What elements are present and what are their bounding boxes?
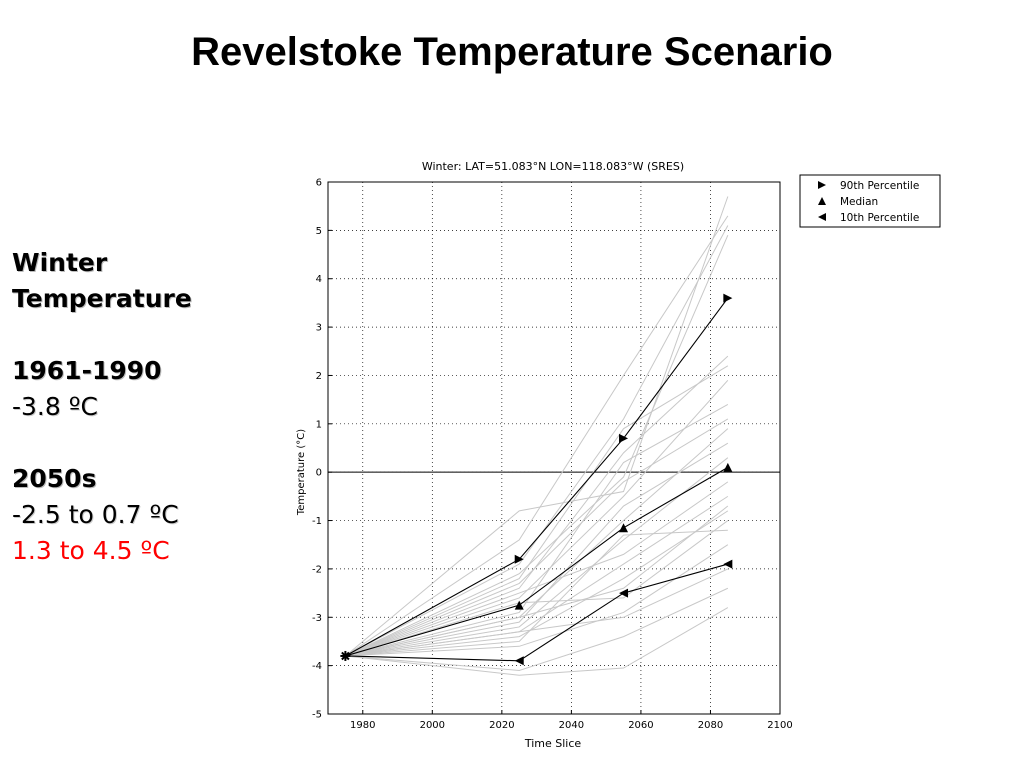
y-tick-label: 6 [316,178,322,189]
summary-panel: Winter Temperature 1961-1990 -3.8 ºC 205… [12,245,272,569]
y-tick-label: -2 [312,564,322,575]
scenario-line [345,379,729,657]
scenario-line [345,607,729,676]
scenario-line [345,196,729,657]
baseline-point [341,651,350,661]
scenario-line [345,215,729,657]
baseline-period: 1961-1990 [12,356,162,385]
legend-label: Median [840,196,878,208]
scenario-line [345,404,729,657]
y-tick-label: -5 [312,710,322,721]
y-tick-label: 5 [316,226,322,237]
y-tick-label: 1 [316,419,322,430]
scenario-line [345,457,729,657]
x-tick-label: 2060 [628,720,653,731]
spacer [12,425,272,461]
plot-area: 1980 2000 2020 2040 2060 2080 2100 -5 -4 -3 -2 -1 0 1… [312,178,793,732]
future-range-median: -2.5 to 0.7 ºC [12,500,179,529]
spacer [12,317,272,353]
scenario-line [345,520,729,657]
y-tick-label: -3 [312,613,322,624]
x-tick-label: 2040 [559,720,584,731]
series-line [345,297,729,657]
plot-frame [327,181,781,715]
x-tick-label: 2080 [698,720,723,731]
series-point [514,554,524,564]
x-tick-label: 1980 [350,720,375,731]
scenario-line [345,365,729,657]
temperature-chart: Winter: LAT=51.083°N LON=118.083°W (SRES… [296,160,941,750]
series-point [619,588,629,598]
series-point [514,656,524,666]
scenario-line [345,235,729,657]
x-axis-label: Time Slice [524,737,582,750]
legend: 90th Percentile Median 10th Percentile [799,174,941,228]
series-line [345,466,729,657]
scenario-line [345,481,729,657]
scenario-line [345,355,729,657]
series-point [514,600,524,610]
y-tick-label: 3 [316,323,322,334]
y-tick-label: 2 [316,371,322,382]
series-point [619,433,629,443]
baseline-value: -3.8 ºC [12,392,98,421]
legend-marker [818,213,826,221]
legend-marker [818,181,826,189]
future-range-upper: 1.3 to 4.5 ºC [12,536,170,565]
scenario-line [345,529,728,657]
series-point [723,462,733,472]
x-tick-label: 2100 [767,720,792,731]
summary-heading-line2: Temperature [12,284,192,313]
scenario-line [345,505,729,657]
series-point [619,523,629,533]
scenario-line [345,510,729,657]
y-tick-label: -4 [312,661,322,672]
slide-title: Revelstoke Temperature Scenario [191,30,833,74]
y-tick-label: 0 [316,468,322,479]
y-tick-label: -1 [312,516,322,527]
scenario-line [345,418,729,657]
legend-label: 10th Percentile [840,212,919,224]
x-tick-label: 2020 [489,720,514,731]
future-period: 2050s [12,464,97,493]
series-point [723,559,733,569]
scenario-line [345,225,729,657]
series-point [723,293,733,303]
scenario-line [345,442,729,657]
x-tick-label: 2000 [420,720,445,731]
series-line [345,563,728,662]
scenario-line [345,587,729,671]
chart-title: Winter: LAT=51.083°N LON=118.083°W (SRES… [422,160,684,173]
scenario-line [345,568,729,657]
legend-marker [818,197,826,205]
y-tick-label: 4 [316,274,322,285]
y-axis-label: Temperature (°C) [296,429,307,516]
legend-label: 90th Percentile [840,180,919,192]
summary-heading-line1: Winter [12,248,108,277]
